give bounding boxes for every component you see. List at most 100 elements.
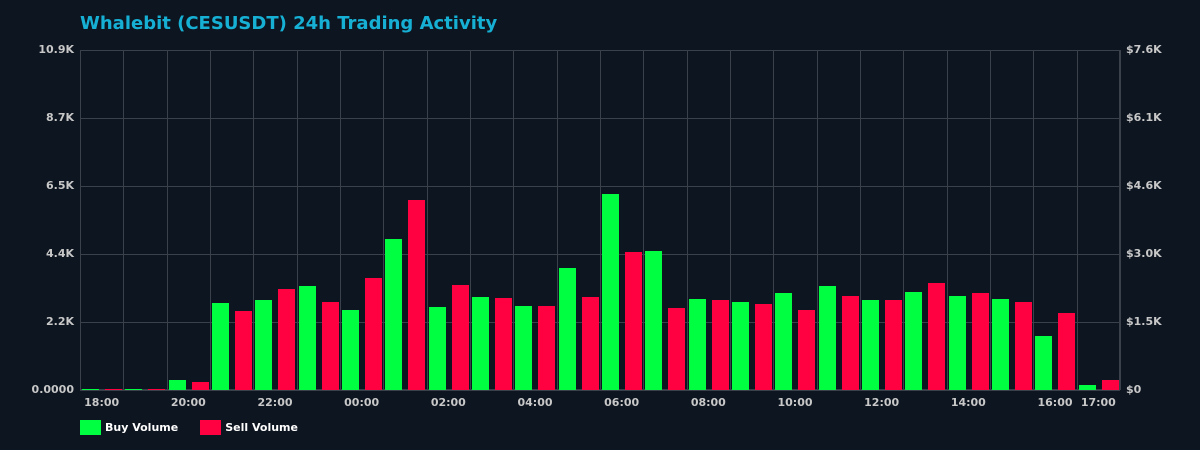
buy-volume-bar[interactable]: [645, 251, 663, 390]
sell-volume-bar[interactable]: [365, 277, 382, 390]
sell-volume-bar[interactable]: [191, 382, 209, 390]
buy-volume-bar[interactable]: [385, 238, 403, 390]
buy-volume-bar[interactable]: [298, 286, 316, 390]
buy-volume-bar[interactable]: [1035, 336, 1053, 390]
v-gridline: [1033, 50, 1034, 390]
y-tick-left: 10.9K: [38, 43, 74, 56]
sell-volume-bar[interactable]: [711, 300, 729, 390]
v-gridline: [600, 50, 601, 390]
legend-label-sell: Sell Volume: [225, 421, 298, 434]
sell-volume-bar[interactable]: [451, 285, 469, 390]
buy-volume-bar[interactable]: [818, 286, 836, 390]
v-gridline: [253, 50, 254, 390]
y-tick-right: $6.1K: [1126, 111, 1162, 124]
buy-volume-bar[interactable]: [125, 388, 143, 390]
buy-volume-bar[interactable]: [255, 300, 273, 390]
v-gridline: [990, 50, 991, 390]
x-tick-label: 12:00: [864, 396, 900, 409]
legend-label-buy: Buy Volume: [105, 421, 179, 434]
legend-item-sell[interactable]: Sell Volume: [200, 420, 298, 435]
sell-volume-bar[interactable]: [625, 252, 642, 390]
v-gridline: [860, 50, 861, 390]
sell-volume-bar[interactable]: [1058, 312, 1076, 390]
chart-title: Whalebit (CESUSDT) 24h Trading Activity: [80, 13, 498, 34]
plot-area: [80, 50, 1120, 390]
v-gridline: [210, 50, 211, 390]
x-tick-label: 18:00: [84, 396, 120, 409]
buy-volume-bar[interactable]: [992, 299, 1009, 390]
sell-volume-bar[interactable]: [321, 302, 339, 390]
legend-item-buy[interactable]: Buy Volume: [80, 420, 178, 435]
sell-volume-bar[interactable]: [668, 307, 686, 390]
buy-volume-bar[interactable]: [212, 303, 229, 390]
buy-volume-bar[interactable]: [515, 305, 533, 390]
buy-volume-bar[interactable]: [862, 300, 879, 390]
sell-volume-bar[interactable]: [105, 388, 122, 390]
v-gridline: [1120, 50, 1121, 390]
sell-volume-bar[interactable]: [538, 305, 556, 390]
sell-volume-bar[interactable]: [841, 295, 859, 390]
x-tick-label: 02:00: [430, 396, 466, 409]
sell-volume-bar[interactable]: [798, 309, 816, 390]
x-tick-label: 06:00: [604, 396, 640, 409]
buy-volume-bar[interactable]: [428, 306, 446, 390]
buy-volume-bar[interactable]: [558, 268, 576, 390]
v-gridline: [513, 50, 514, 390]
sell-volume-bar[interactable]: [235, 310, 252, 390]
sell-volume-bar[interactable]: [408, 200, 426, 390]
buy-volume-bar[interactable]: [688, 299, 706, 390]
y-tick-left: 0.0000: [31, 383, 74, 396]
v-gridline: [123, 50, 124, 390]
y-tick-left: 4.4K: [45, 247, 74, 260]
buy-volume-bar[interactable]: [82, 388, 99, 390]
v-gridline: [470, 50, 471, 390]
sell-volume-bar[interactable]: [278, 288, 296, 390]
y-tick-left: 8.7K: [45, 111, 74, 124]
buy-volume-bar[interactable]: [948, 295, 966, 390]
v-gridline: [687, 50, 688, 390]
x-tick-label: 16:00: [1037, 396, 1073, 409]
buy-volume-bar[interactable]: [472, 296, 489, 390]
buy-volume-bar[interactable]: [905, 291, 923, 390]
sell-volume-bar[interactable]: [1101, 379, 1119, 390]
v-gridline: [297, 50, 298, 390]
buy-volume-bar[interactable]: [342, 309, 359, 390]
buy-volume-bar[interactable]: [602, 193, 619, 390]
v-gridline: [773, 50, 774, 390]
v-gridline: [383, 50, 384, 390]
v-gridline: [557, 50, 558, 390]
v-gridline: [643, 50, 644, 390]
sell-swatch-icon: [200, 420, 222, 435]
sell-volume-bar[interactable]: [928, 283, 946, 390]
sell-volume-bar[interactable]: [495, 298, 512, 390]
sell-volume-bar[interactable]: [1015, 302, 1032, 390]
sell-volume-bar[interactable]: [755, 304, 772, 390]
buy-volume-bar[interactable]: [732, 302, 749, 390]
h-gridline: [80, 390, 1120, 391]
x-tick-label: 04:00: [517, 396, 553, 409]
v-gridline: [730, 50, 731, 390]
x-tick-label: 22:00: [257, 396, 293, 409]
y-tick-right: $7.6K: [1126, 43, 1162, 56]
buy-volume-bar[interactable]: [775, 292, 793, 390]
y-tick-right: $3.0K: [1126, 247, 1162, 260]
buy-volume-bar[interactable]: [1078, 385, 1096, 390]
x-tick-label: 20:00: [170, 396, 206, 409]
v-gridline: [817, 50, 818, 390]
sell-volume-bar[interactable]: [885, 300, 902, 390]
sell-volume-bar[interactable]: [581, 296, 599, 390]
v-gridline: [167, 50, 168, 390]
v-gridline: [947, 50, 948, 390]
sell-volume-bar[interactable]: [971, 292, 989, 390]
x-tick-label: 17:00: [1080, 396, 1116, 409]
y-tick-right: $0: [1126, 383, 1142, 396]
v-gridline: [1077, 50, 1078, 390]
y-tick-left: 2.2K: [45, 315, 74, 328]
x-tick-label: 14:00: [950, 396, 986, 409]
buy-swatch-icon: [80, 420, 101, 435]
buy-volume-bar[interactable]: [168, 379, 186, 390]
v-gridline: [427, 50, 428, 390]
sell-volume-bar[interactable]: [148, 388, 166, 390]
y-tick-right: $1.5K: [1126, 315, 1162, 328]
x-tick-label: 10:00: [777, 396, 813, 409]
